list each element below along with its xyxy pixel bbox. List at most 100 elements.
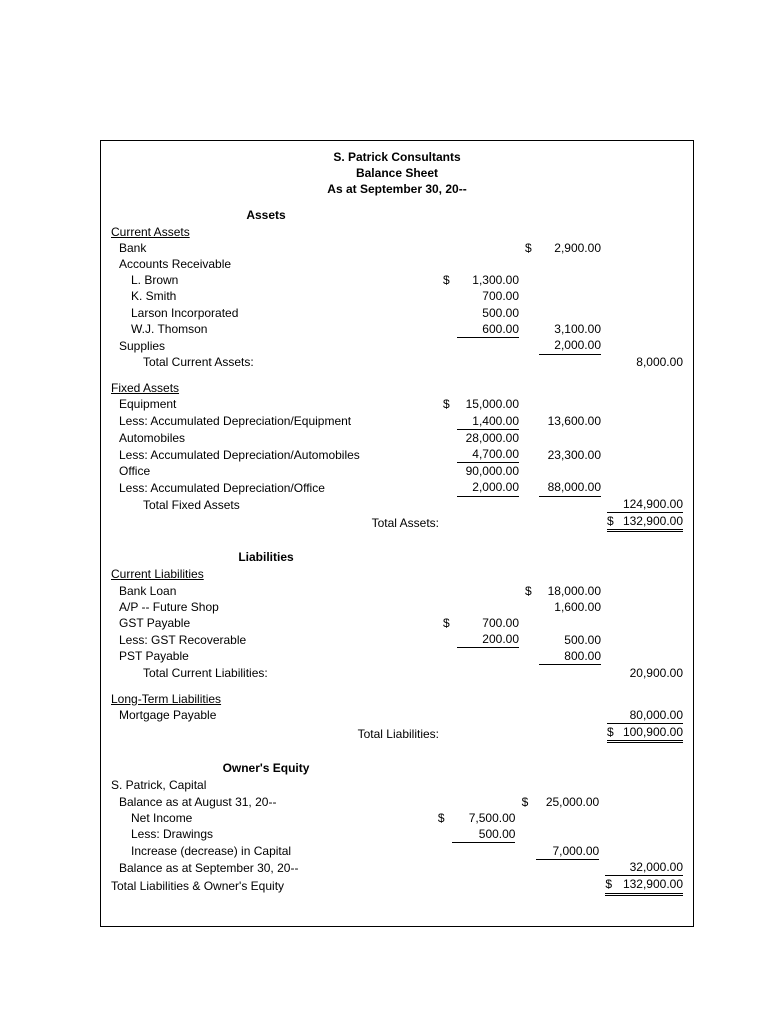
- opening-balance-value: 25,000.00: [536, 794, 599, 810]
- table-row: Net Income $ 7,500.00: [111, 810, 683, 826]
- current-liabilities-heading: Current Liabilities: [111, 566, 443, 582]
- ar-name: L. Brown: [111, 272, 443, 288]
- liab-c2: 800.00: [539, 648, 601, 665]
- currency-symbol: $: [443, 272, 457, 288]
- ar-value: 600.00: [457, 321, 519, 338]
- page: S. Patrick Consultants Balance Sheet As …: [0, 0, 768, 1024]
- table-row: L. Brown $ 1,300.00: [111, 272, 683, 288]
- liab-c1: 200.00: [457, 631, 519, 648]
- supplies-value: 2,000.00: [539, 337, 601, 354]
- mortgage-label: Mortgage Payable: [111, 707, 443, 724]
- net-income-label: Net Income: [111, 810, 438, 826]
- currency-symbol: $: [525, 240, 539, 256]
- total-assets-label: Total Assets:: [111, 513, 443, 531]
- table-row: Current Liabilities: [111, 566, 683, 582]
- ar-name: K. Smith: [111, 288, 443, 304]
- table-row: Automobiles 28,000.00: [111, 429, 683, 446]
- total-liabilities-value: 100,900.00: [621, 724, 683, 742]
- total-fixed-assets-label: Total Fixed Assets: [111, 496, 443, 513]
- total-fixed-assets-value: 124,900.00: [621, 496, 683, 513]
- fixed-label: Equipment: [111, 396, 443, 412]
- ar-value: 500.00: [457, 305, 519, 321]
- table-row: S. Patrick, Capital: [111, 777, 683, 793]
- liab-c1: 700.00: [457, 615, 519, 631]
- fixed-c2: 88,000.00: [539, 479, 601, 496]
- liab-label: Bank Loan: [111, 583, 443, 599]
- table-row: A/P -- Future Shop 1,600.00: [111, 599, 683, 615]
- company-name: S. Patrick Consultants: [111, 149, 683, 165]
- table-row: PST Payable 800.00: [111, 648, 683, 665]
- supplies-label: Supplies: [111, 337, 443, 354]
- table-row: Balance as at August 31, 20-- $ 25,000.0…: [111, 794, 683, 810]
- header-block: S. Patrick Consultants Balance Sheet As …: [111, 149, 683, 198]
- fixed-label: Automobiles: [111, 429, 443, 446]
- table-row: Total Current Assets: 8,000.00: [111, 354, 683, 370]
- liab-c2: 18,000.00: [539, 583, 601, 599]
- fixed-label: Less: Accumulated Depreciation/Office: [111, 479, 443, 496]
- liab-label: A/P -- Future Shop: [111, 599, 443, 615]
- closing-balance-label: Balance as at September 30, 20--: [111, 859, 438, 876]
- currency-symbol: $: [525, 583, 539, 599]
- currency-symbol: $: [607, 724, 621, 742]
- currency-symbol: $: [438, 810, 452, 826]
- fixed-c1: 2,000.00: [457, 479, 519, 496]
- table-row: Mortgage Payable 80,000.00: [111, 707, 683, 724]
- report-title: Balance Sheet: [111, 165, 683, 181]
- fixed-c1: 90,000.00: [457, 463, 519, 480]
- fixed-c1: 15,000.00: [457, 396, 519, 412]
- total-current-assets-value: 8,000.00: [621, 354, 683, 370]
- assets-table: Current Assets Bank $ 2,900.00 Accounts …: [111, 224, 683, 533]
- fixed-c2: 13,600.00: [539, 413, 601, 430]
- capital-label: S. Patrick, Capital: [111, 777, 438, 793]
- table-row: Less: Accumulated Depreciation/Equipment…: [111, 413, 683, 430]
- capital-change-label: Increase (decrease) in Capital: [111, 843, 438, 860]
- ar-name: Larson Incorporated: [111, 305, 443, 321]
- drawings-value: 500.00: [452, 826, 515, 843]
- liab-label: PST Payable: [111, 648, 443, 665]
- fixed-c1: 28,000.00: [457, 429, 519, 446]
- table-row: Fixed Assets: [111, 380, 683, 396]
- fixed-c1: 1,400.00: [457, 413, 519, 430]
- table-row: Total Liabilities & Owner's Equity $ 132…: [111, 876, 683, 894]
- capital-change-value: 7,000.00: [536, 843, 599, 860]
- bank-value: 2,900.00: [539, 240, 601, 256]
- liab-c2: 500.00: [539, 631, 601, 648]
- table-row: Larson Incorporated 500.00: [111, 305, 683, 321]
- fixed-label: Office: [111, 463, 443, 480]
- liab-label: GST Payable: [111, 615, 443, 631]
- total-current-liabilities-label: Total Current Liabilities:: [111, 665, 443, 681]
- bank-label: Bank: [111, 240, 443, 256]
- table-row: Less: Accumulated Depreciation/Automobil…: [111, 446, 683, 463]
- table-row: Less: Accumulated Depreciation/Office 2,…: [111, 479, 683, 496]
- currency-symbol: $: [443, 396, 457, 412]
- assets-heading: Assets: [111, 208, 421, 222]
- fixed-label: Less: Accumulated Depreciation/Automobil…: [111, 446, 443, 463]
- table-row: Accounts Receivable: [111, 256, 683, 272]
- net-income-value: 7,500.00: [452, 810, 515, 826]
- table-row: Balance as at September 30, 20-- 32,000.…: [111, 859, 683, 876]
- table-row: Total Fixed Assets 124,900.00: [111, 496, 683, 513]
- table-row: Equipment $ 15,000.00: [111, 396, 683, 412]
- table-row: Supplies 2,000.00: [111, 337, 683, 354]
- table-row: Bank Loan $ 18,000.00: [111, 583, 683, 599]
- fixed-assets-heading: Fixed Assets: [111, 380, 443, 396]
- total-current-liabilities-value: 20,900.00: [621, 665, 683, 681]
- total-liab-equity-value: 132,900.00: [620, 876, 683, 894]
- mortgage-value: 80,000.00: [621, 707, 683, 724]
- table-row: Current Assets: [111, 224, 683, 240]
- table-row: Less: Drawings 500.00: [111, 826, 683, 843]
- longterm-liabilities-heading: Long-Term Liabilities: [111, 691, 443, 707]
- equity-table: S. Patrick, Capital Balance as at August…: [111, 777, 683, 895]
- total-assets-value: 132,900.00: [621, 513, 683, 531]
- fixed-label: Less: Accumulated Depreciation/Equipment: [111, 413, 443, 430]
- table-row: GST Payable $ 700.00: [111, 615, 683, 631]
- table-row: Total Current Liabilities: 20,900.00: [111, 665, 683, 681]
- table-row: Less: GST Recoverable 200.00 500.00: [111, 631, 683, 648]
- table-row: Total Liabilities: $ 100,900.00: [111, 724, 683, 742]
- fixed-c1: 4,700.00: [457, 446, 519, 463]
- closing-balance-value: 32,000.00: [620, 859, 683, 876]
- table-row: Long-Term Liabilities: [111, 691, 683, 707]
- ar-name: W.J. Thomson: [111, 321, 443, 338]
- liab-c2: 1,600.00: [539, 599, 601, 615]
- table-row: Increase (decrease) in Capital 7,000.00: [111, 843, 683, 860]
